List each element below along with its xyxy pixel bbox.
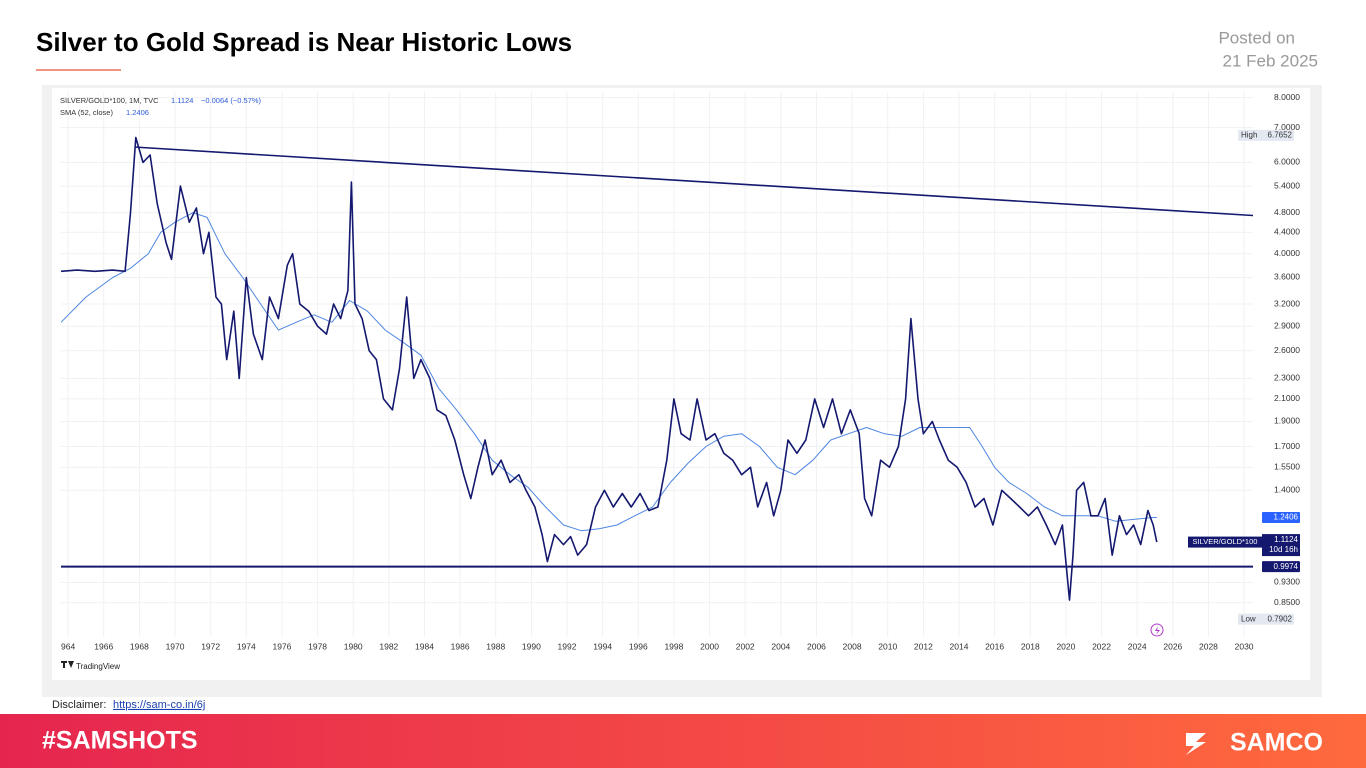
disclaimer-label: Disclaimer: (52, 699, 106, 711)
tradingview-logo (61, 661, 74, 668)
footer-bar (0, 714, 1366, 768)
high-label: High (1241, 130, 1257, 139)
low-value-box (1238, 613, 1294, 625)
x-tick-label: 2018 (1021, 641, 1040, 651)
x-tick-label: 2010 (878, 641, 897, 651)
x-tick-label: 1998 (664, 641, 683, 651)
info-last: 1.1124 (171, 96, 193, 105)
trendline (135, 146, 1254, 217)
x-tick-label: 1994 (593, 641, 612, 651)
countdown: 10d 16h (1269, 545, 1298, 554)
x-tick-label: 2014 (950, 641, 969, 651)
y-tick-label: 1.5500 (1274, 462, 1300, 472)
event-bolt (1155, 626, 1160, 635)
series-name-box (1188, 536, 1262, 548)
y-tick-label: 3.6000 (1274, 272, 1300, 282)
y-tick-label: 3.2000 (1274, 298, 1300, 308)
price-line (60, 136, 1158, 601)
x-tick-label: 1986 (451, 641, 470, 651)
x-tick-label: 2024 (1128, 641, 1147, 651)
y-tick-label: 7.0000 (1274, 122, 1300, 132)
x-tick-label: 2020 (1056, 641, 1075, 651)
sma-value: 1.2406 (126, 108, 149, 117)
brand: SAMCO (1230, 729, 1323, 757)
x-tick-label: 2008 (843, 641, 862, 651)
sma-tag: 1.2406 (1274, 513, 1299, 522)
x-tick-label: 2012 (914, 641, 933, 651)
support-tag-box (1262, 561, 1300, 573)
info-change: −0.0064 (−0.57%) (201, 96, 262, 105)
y-tick-label: 1.7000 (1274, 441, 1300, 451)
posted-label: Posted on (1218, 28, 1295, 47)
y-tick-label: 5.4000 (1274, 180, 1300, 190)
x-tick-label: 2000 (700, 641, 719, 651)
disclaimer-link[interactable]: https://sam-co.in/6j (113, 699, 205, 711)
x-tick-label: 2002 (736, 641, 755, 651)
support-tag: 0.9974 (1274, 562, 1299, 571)
x-tick-label: 1990 (522, 641, 541, 651)
low-label: Low (1241, 614, 1256, 623)
brand-mark (1186, 733, 1206, 755)
y-tick-label: 2.9000 (1274, 320, 1300, 330)
event-icon (1150, 623, 1164, 637)
y-tick-label: 1.4000 (1274, 485, 1300, 495)
sma-line (60, 212, 1157, 532)
x-tick-label: 1966 (94, 641, 113, 651)
y-tick-label: 2.3000 (1274, 373, 1300, 383)
y-tick-label: 4.0000 (1274, 248, 1300, 258)
x-tick-label: 1978 (308, 641, 327, 651)
x-tick-label: 1984 (415, 641, 434, 651)
hashtag: #SAMSHOTS (42, 727, 198, 755)
info-line: SILVER/GOLD*100, 1M, TVC (60, 96, 159, 105)
y-tick-label: 4.8000 (1274, 207, 1300, 217)
x-tick-label: 2016 (985, 641, 1004, 651)
x-tick-label: 964 (61, 641, 75, 651)
x-tick-label: 2004 (771, 641, 790, 651)
x-tick-label: 1970 (166, 641, 185, 651)
x-tick-label: 1980 (344, 641, 363, 651)
posted-date: 21 Feb 2025 (1223, 51, 1318, 70)
x-tick-label: 1976 (272, 641, 291, 651)
y-tick-label: 1.9000 (1274, 416, 1300, 426)
slide-title: Silver to Gold Spread is Near Historic L… (36, 27, 572, 57)
sma-tag-box (1262, 512, 1300, 524)
x-tick-label: 1988 (486, 641, 505, 651)
chart-panel (52, 88, 1310, 680)
plot: 964 1966 1968 1970 1972 1974 1976 1978 1980 1982 1… (60, 92, 1300, 651)
y-tick-label: 8.0000 (1274, 92, 1300, 102)
x-tick-label: 2022 (1092, 641, 1111, 651)
x-tick-label: 1982 (379, 641, 398, 651)
sma-label: SMA (52, close) (60, 108, 113, 117)
series-name: SILVER/GOLD*100 (1193, 537, 1258, 546)
high-value: 6.7652 (1268, 130, 1293, 139)
x-tick-label: 2028 (1199, 641, 1218, 651)
y-tick-label: 2.6000 (1274, 345, 1300, 355)
x-tick-label: 1996 (629, 641, 648, 651)
last-price-box (1262, 534, 1300, 557)
x-tick-label: 1972 (201, 641, 220, 651)
x-tick-label: 2026 (1163, 641, 1182, 651)
y-tick-label: 2.1000 (1274, 393, 1300, 403)
x-tick-label: 1968 (130, 641, 149, 651)
y-tick-label: 6.0000 (1274, 157, 1300, 167)
x-tick-label: 1974 (237, 641, 256, 651)
low-value: 0.7902 (1268, 614, 1293, 623)
last-price: 1.1124 (1274, 535, 1298, 544)
x-tick-label: 2006 (807, 641, 826, 651)
y-tick-label: 4.4000 (1274, 227, 1300, 237)
x-tick-label: 1992 (558, 641, 577, 651)
watermark: TradingView (76, 662, 120, 671)
y-tick-label: 0.8500 (1274, 597, 1300, 607)
y-tick-label: 0.9300 (1274, 577, 1300, 587)
high-value-box (1238, 129, 1294, 141)
x-tick-label: 2030 (1235, 641, 1254, 651)
